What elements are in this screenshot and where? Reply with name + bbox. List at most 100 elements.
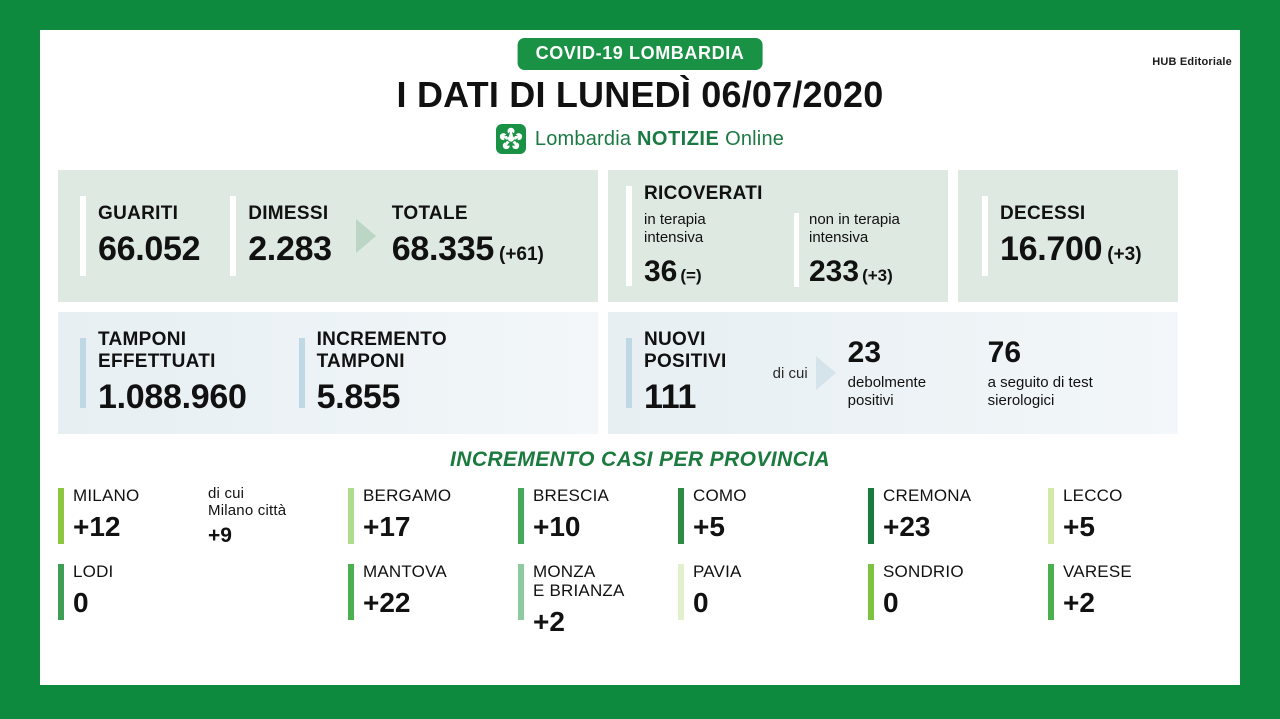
province-color-bar [348, 563, 354, 620]
stat-dimessi-value: 2.283 [248, 230, 332, 269]
province-name: BRESCIA [533, 486, 610, 505]
logo-text-part3: Online [719, 127, 785, 150]
province-item: PAVIA 0 [678, 562, 868, 636]
stat-nuovi-positivi-label: NUOVI POSITIVI [644, 329, 727, 372]
hub-editoriale-label: HUB Editoriale [1152, 56, 1232, 68]
breakdown-debolmente-positivi: 23 debolmente positivi [848, 336, 988, 410]
province-item: BERGAMO +17 [348, 486, 518, 546]
stat-non-terapia-intensiva-delta: (+3) [862, 265, 893, 285]
province-value: +10 [533, 511, 581, 543]
province-cell-empty [208, 562, 348, 636]
province-color-bar [868, 563, 874, 620]
province-item: LECCO +5 [1048, 486, 1198, 546]
province-name: COMO [693, 486, 747, 505]
province-color-bar [58, 488, 64, 544]
stat-decessi-delta: (+3) [1107, 244, 1142, 266]
stat-incremento-tamponi-value: 5.855 [316, 377, 401, 416]
province-value: +17 [363, 511, 411, 543]
accent-bar [626, 338, 632, 408]
logo-text: Lombardia NOTIZIE Online [535, 128, 784, 151]
accent-bar [80, 338, 86, 408]
stat-guariti-label: GUARITI [98, 202, 179, 224]
stat-tamponi-effettuati-label: TAMPONI EFFETTUATI [98, 329, 216, 372]
stat-totale-label: TOTALE [391, 202, 468, 224]
province-section-title: INCREMENTO CASI PER PROVINCIA [450, 448, 830, 471]
stat-decessi: DECESSI 16.700 (+3) [1000, 203, 1142, 269]
stat-terapia-intensiva: in terapia intensiva 36 (=) [644, 211, 794, 288]
breakdown-0-caption: debolmente positivi [847, 374, 927, 409]
stat-nuovi-positivi-value: 111 [644, 377, 697, 416]
province-item: COMO +5 [678, 486, 868, 546]
province-color-bar [1048, 563, 1054, 620]
stat-terapia-intensiva-number: 36 [644, 254, 678, 288]
province-grid: MILANO +12 di cui Milano città +9 BERGAMO +17… [58, 485, 1222, 637]
stat-terapia-intensiva-delta: (=) [680, 265, 702, 285]
province-item: VARESE +2 [1048, 562, 1198, 636]
province-name: MILANO [73, 486, 140, 505]
province-value: +23 [883, 511, 931, 543]
stats-row-1: GUARITI 66.052 DIMESSI 2.283 TOTALE 68.3… [58, 170, 1222, 302]
stat-guariti: GUARITI 66.052 [98, 202, 201, 269]
breakdown-0-value: 23 [847, 336, 882, 369]
province-item: LODI 0 [58, 562, 208, 636]
province-color-bar [518, 563, 524, 620]
province-value: +2 [533, 605, 565, 637]
accent-bar [794, 213, 799, 287]
province-item: MANTOVA +22 [348, 562, 518, 636]
province-name: BERGAMO [363, 486, 452, 505]
rosa-camuna-icon [495, 124, 526, 154]
province-item: CREMONA +23 [868, 486, 1048, 546]
page-title: I DATI DI LUNEDÌ 06/07/2020 [396, 74, 884, 115]
stat-non-terapia-intensiva-label: non in terapia intensiva [809, 211, 900, 246]
logo-text-part1: Lombardia [534, 127, 637, 150]
province-color-bar [678, 488, 684, 544]
province-color-bar [518, 488, 524, 544]
accent-bar [230, 196, 237, 276]
arrow-right-icon [355, 219, 376, 253]
logo: Lombardia NOTIZIE Online [40, 124, 1240, 154]
panel-guariti-dimessi-totale: GUARITI 66.052 DIMESSI 2.283 TOTALE 68.3… [58, 170, 598, 302]
logo-text-part2: NOTIZIE [636, 127, 720, 150]
panel-nuovi-positivi: NUOVI POSITIVI 111 di cui 23 debolmente … [608, 312, 1178, 434]
province-name: di cui Milano città [208, 485, 287, 519]
stat-decessi-value: 16.700 (+3) [1000, 230, 1142, 269]
stat-dimessi: DIMESSI 2.283 [248, 203, 332, 269]
stat-totale-value: 68.335 (+61) [392, 230, 544, 269]
province-color-bar [58, 563, 64, 620]
province-name: LECCO [1063, 486, 1123, 505]
province-value: +5 [693, 511, 725, 543]
province-value: +9 [208, 523, 232, 547]
stat-tamponi-effettuati: TAMPONI EFFETTUATI 1.088.960 [98, 329, 247, 417]
province-subitem-milano-citta: di cui Milano città +9 [208, 485, 348, 547]
arrow-right-icon [815, 356, 836, 390]
stat-incremento-tamponi-label: INCREMENTO TAMPONI [316, 329, 447, 372]
province-color-bar [348, 488, 354, 544]
province-name: VARESE [1063, 561, 1132, 581]
stat-dimessi-label: DIMESSI [248, 202, 329, 224]
accent-bar [626, 186, 632, 286]
province-value: +5 [1063, 511, 1095, 543]
province-color-bar [868, 488, 874, 544]
stat-decessi-number: 16.700 [1000, 230, 1103, 269]
province-name: MONZA E BRIANZA [533, 561, 625, 600]
stat-tamponi-effettuati-value: 1.088.960 [98, 377, 247, 416]
province-value: +22 [363, 586, 411, 618]
stat-incremento-tamponi: INCREMENTO TAMPONI 5.855 [317, 329, 447, 417]
province-item: BRESCIA +10 [518, 486, 678, 546]
di-cui-label: di cui [772, 364, 808, 382]
province-value: +12 [73, 511, 121, 543]
breakdown-1-value: 76 [987, 336, 1022, 369]
province-item: MILANO +12 [58, 486, 208, 546]
stat-non-terapia-intensiva-value: 233 (+3) [809, 255, 900, 289]
breakdown-test-sierologici: 76 a seguito di test sierologici [988, 336, 1093, 410]
accent-bar [80, 196, 86, 276]
stats-row-2: TAMPONI EFFETTUATI 1.088.960 INCREMENTO … [58, 312, 1222, 434]
province-name: PAVIA [693, 561, 742, 581]
province-name: LODI [73, 561, 114, 581]
province-color-bar [1048, 488, 1054, 544]
accent-bar [298, 338, 305, 408]
stat-terapia-intensiva-value: 36 (=) [644, 255, 706, 289]
stat-nuovi-positivi: NUOVI POSITIVI 111 [644, 329, 727, 417]
province-value: +2 [1063, 586, 1095, 618]
breakdown-1-caption: a seguito di test sierologici [987, 374, 1093, 409]
